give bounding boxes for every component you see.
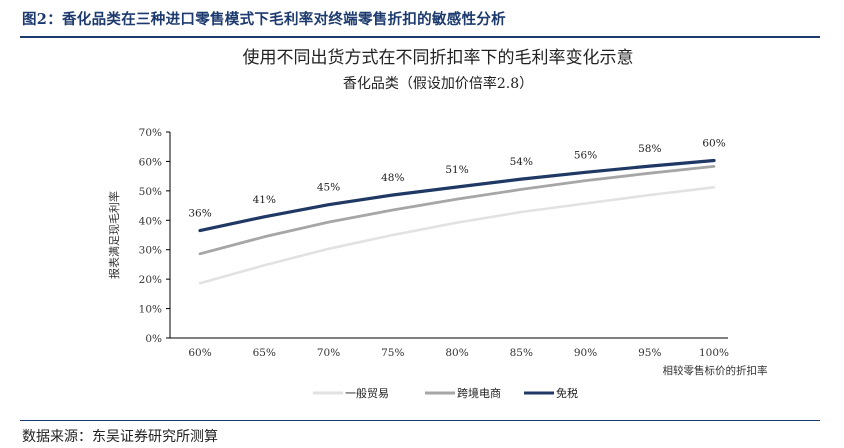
legend: 一般贸易 跨境电商 免税 [313,386,578,400]
figure-title: 图2：香化品类在三种进口零售模式下毛利率对终端零售折扣的敏感性分析 [22,11,506,28]
legend-label: 一般贸易 [345,387,389,400]
chart-axes: 0% 10% 20% 30% 40% 50% 60% 70% 60% 65% 70% 75% 80% 85… [107,127,768,377]
y-tick-label: 40% [139,215,162,227]
chart: 使用不同出货方式在不同折扣率下的毛利率变化示意 香化品类（假设加价倍率2.8） … [107,47,768,400]
data-label: 36% [188,208,211,220]
legend-label: 免税 [556,386,578,400]
y-tick-label: 70% [139,127,162,139]
x-tick-label: 60% [188,347,211,359]
series-line-0 [198,186,716,285]
title-divider [20,36,820,38]
data-label: 41% [253,194,276,206]
data-label: 54% [510,156,533,168]
data-label: 51% [445,164,468,176]
x-tick-label: 65% [253,347,276,359]
x-tick-label: 70% [317,347,340,359]
y-tick-label: 60% [139,156,162,168]
y-axis-title: 报表满足现毛利率 [107,191,121,279]
series-line-2 [198,158,716,233]
x-tick-label: 90% [574,347,597,359]
x-tick-label: 75% [381,347,404,359]
data-label: 45% [317,182,340,194]
chart-subtitle: 香化品类（假设加价倍率2.8） [343,75,533,92]
x-tick-label: 95% [638,347,661,359]
x-tick-label: 100% [699,347,729,359]
y-tick-label: 20% [139,274,162,286]
data-label: 60% [702,138,725,150]
data-labels: 36% 41% 45% 48% 51% 54% 56% 58% 60% [188,138,725,220]
y-tick-label: 30% [139,245,162,257]
source-note: 数据来源：东吴证券研究所测算 [22,429,218,445]
data-label: 58% [638,143,661,155]
y-tick-label: 50% [139,186,162,198]
data-label: 56% [574,149,597,161]
series-layer [198,158,716,285]
x-tick-label: 85% [510,347,533,359]
x-axis-title: 相较零售标价的折扣率 [663,364,768,377]
y-tick-label: 10% [139,304,162,316]
y-tick-label: 0% [145,333,162,345]
series-line-1 [198,164,716,256]
legend-label: 跨境电商 [457,386,501,400]
chart-title: 使用不同出货方式在不同折扣率下的毛利率变化示意 [243,47,634,68]
x-tick-label: 80% [445,347,468,359]
data-label: 48% [381,172,404,184]
footer-divider [20,420,820,421]
